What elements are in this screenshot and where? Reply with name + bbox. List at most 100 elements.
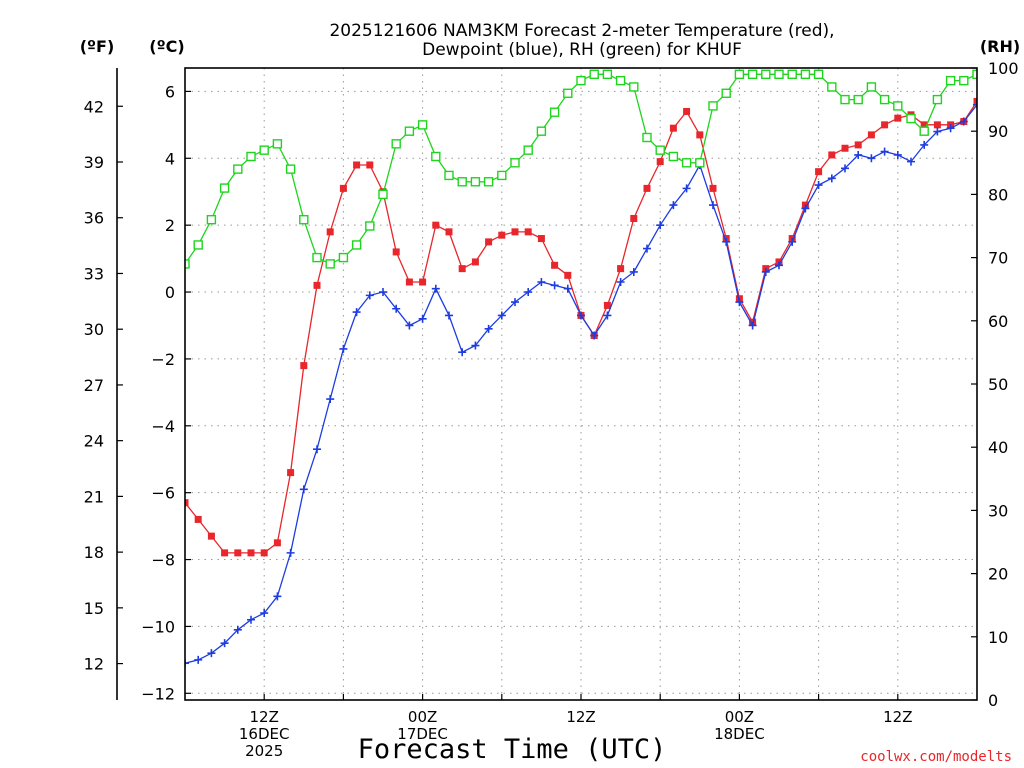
rh-point [312, 252, 322, 263]
temperature-point [471, 258, 479, 266]
rh-tick-label: 40 [988, 438, 1008, 457]
temperature-point [933, 121, 941, 129]
temperature-point [973, 97, 977, 105]
rh-point [893, 101, 903, 111]
temperature-point [432, 221, 440, 229]
dewpoint-point [379, 288, 387, 297]
rh-point [378, 189, 388, 200]
dewpoint-point [933, 127, 942, 136]
temperature-point [696, 131, 704, 139]
temperature-point [498, 231, 506, 239]
rh-tick-label: 10 [988, 628, 1008, 647]
rh-point [497, 170, 507, 181]
rh-point [959, 75, 969, 86]
x-tick-label: 2025 [245, 742, 283, 760]
credit-label: coolwx.com/modelts [860, 749, 1012, 765]
dewpoint-point [326, 395, 335, 404]
dewpoint-point [946, 124, 955, 133]
dewpoint-point [577, 311, 585, 320]
rh-point [668, 151, 679, 162]
temperature-point [656, 158, 664, 166]
dewpoint-point [854, 150, 863, 159]
rh-point [185, 259, 190, 269]
rh-tick-label: 50 [988, 375, 1008, 394]
rh-point [589, 69, 599, 80]
dewpoint-point [880, 147, 889, 156]
temperature-point [630, 214, 638, 222]
rh-point [431, 151, 441, 162]
rh-point [536, 126, 547, 136]
rh-point [365, 221, 375, 231]
x-tick-label: 12Z [566, 708, 595, 726]
temperature-point [683, 107, 691, 115]
temperature-point [564, 271, 572, 279]
rh-point [325, 259, 335, 269]
celsius-tick-label: 0 [165, 283, 175, 302]
rh-point [299, 214, 309, 225]
celsius-tick-label: 2 [165, 216, 175, 235]
rh-point [338, 252, 349, 263]
rh-series [185, 69, 977, 269]
dewpoint-point [352, 308, 361, 317]
dewpoint-point [418, 314, 427, 323]
dewpoint-point [669, 201, 678, 210]
dewpoint-point [893, 150, 902, 159]
dewpoint-point [194, 655, 203, 664]
dewpoint-point [867, 154, 876, 163]
rh-point [827, 82, 837, 92]
dewpoint-point [603, 311, 612, 320]
temperature-point [881, 121, 889, 129]
temperature-point [247, 549, 255, 557]
rh-point [774, 69, 784, 80]
rh-point [972, 69, 977, 80]
rh-point [404, 126, 415, 136]
rh-point [642, 132, 652, 143]
dewpoint-point [775, 261, 783, 270]
rh-point [615, 75, 626, 86]
fahrenheit-tick-label: 18 [84, 543, 104, 562]
rh-point [285, 164, 296, 174]
dewpoint-point [339, 344, 348, 353]
rh-point [391, 139, 401, 149]
dewpoint-point [656, 221, 665, 230]
temperature-point [485, 238, 493, 246]
dewpoint-point [445, 311, 453, 320]
temperature-point [669, 124, 677, 132]
dewpoint-point [761, 267, 770, 276]
celsius-tick-label: −12 [141, 684, 175, 703]
rh-point [470, 177, 481, 187]
fahrenheit-tick-label: 30 [84, 320, 104, 339]
dewpoint-point [484, 324, 493, 333]
temperature-point [511, 228, 519, 236]
x-tick-label: 18DEC [714, 725, 765, 743]
temperature-point [185, 499, 189, 507]
rh-point [602, 69, 613, 80]
rh-tick-label: 60 [988, 312, 1008, 331]
temperature-point [458, 265, 466, 273]
rh-point [747, 69, 758, 80]
dewpoint-point [788, 237, 797, 246]
dewpoint-point [471, 341, 480, 350]
rh-point [523, 145, 533, 155]
rh-tick-label: 100 [988, 59, 1019, 78]
rh-point [193, 240, 203, 250]
x-tick-label: 12Z [883, 708, 912, 726]
temperature-point [867, 131, 875, 139]
rh-point [233, 164, 243, 174]
rh-point [695, 158, 705, 168]
x-tick-label: 00Z [725, 708, 754, 726]
dewpoint-point [405, 321, 414, 330]
rh-tick-label: 80 [988, 185, 1008, 204]
temperature-point [353, 161, 361, 169]
dewpoint-point [907, 157, 915, 166]
dewpoint-point [643, 244, 651, 253]
fahrenheit-tick-label: 42 [84, 97, 104, 116]
fahrenheit-tick-label: 39 [84, 153, 104, 172]
rh-tick-label: 20 [988, 565, 1008, 584]
celsius-tick-label: −4 [151, 417, 175, 436]
dewpoint-point [709, 201, 717, 210]
dewpoint-point [185, 659, 189, 668]
rh-point [444, 170, 454, 181]
rh-tick-label: 70 [988, 249, 1008, 268]
temperature-point [537, 235, 545, 243]
